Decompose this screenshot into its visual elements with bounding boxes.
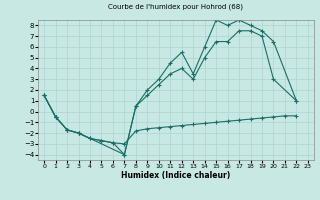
Text: Courbe de l'humidex pour Hohrod (68): Courbe de l'humidex pour Hohrod (68) (108, 4, 244, 10)
X-axis label: Humidex (Indice chaleur): Humidex (Indice chaleur) (121, 171, 231, 180)
